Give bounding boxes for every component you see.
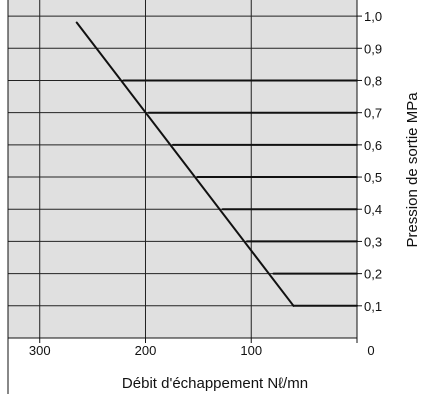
y-tick-label: 0,4 (364, 202, 382, 217)
y-axis-ticks: 0,1 0,2 0,3 0,4 0,5 0,6 0,7 0,8 0,9 1,0 (357, 9, 382, 314)
y-tick-label: 0,6 (364, 138, 382, 153)
y-tick-label: 0,5 (364, 170, 382, 185)
x-tick-label: 100 (240, 343, 262, 358)
y-tick-label: 0,3 (364, 234, 382, 249)
x-tick-label: 300 (29, 343, 51, 358)
x-axis-title: Débit d'échappement Nℓ/mn (122, 375, 308, 392)
x-axis-ticks: 300 200 100 0 (29, 338, 375, 358)
y-axis-title: Pression de sortie MPa (404, 92, 421, 248)
y-tick-label: 0,8 (364, 73, 382, 88)
y-tick-label: 0,7 (364, 106, 382, 121)
plot-area (8, 0, 357, 338)
series-line-diagonal (75, 21, 295, 307)
y-tick-label: 1,0 (364, 9, 382, 24)
y-tick-label: 0,1 (364, 299, 382, 314)
y-tick-label: 0,9 (364, 41, 382, 56)
series-lines (75, 21, 358, 307)
x-tick-label: 0 (367, 343, 374, 358)
y-tick-label: 0,2 (364, 267, 382, 282)
x-tick-label: 200 (135, 343, 157, 358)
